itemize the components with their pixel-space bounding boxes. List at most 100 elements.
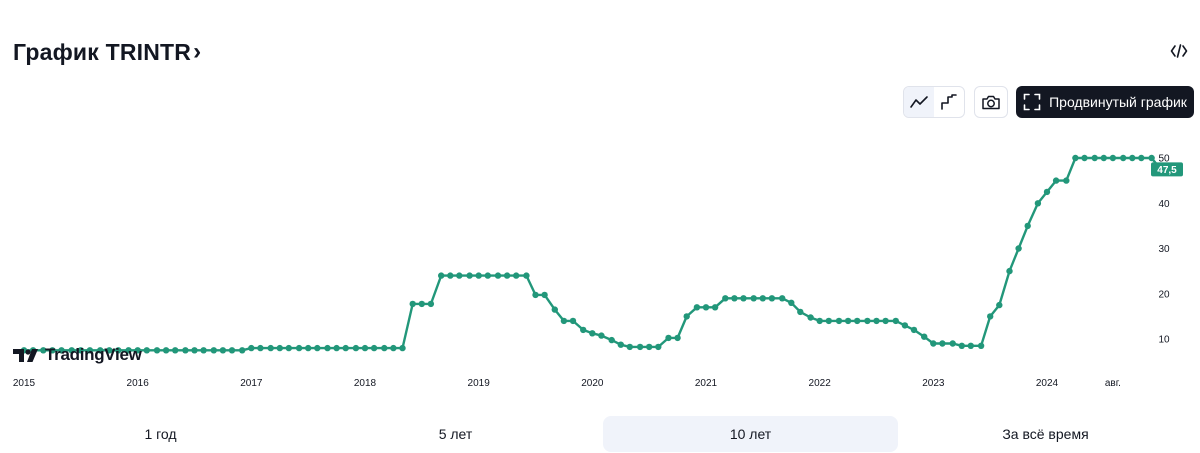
data-point[interactable] [447,272,454,279]
data-point[interactable] [598,332,605,339]
data-point[interactable] [844,317,852,325]
data-point[interactable] [191,347,198,354]
data-point[interactable] [342,344,349,352]
data-point[interactable] [1043,188,1051,196]
data-point[interactable] [1063,177,1070,184]
data-point[interactable] [835,317,843,325]
data-point[interactable] [949,340,956,347]
embed-code-button[interactable] [1166,38,1192,64]
data-point[interactable] [608,336,615,344]
data-point[interactable] [143,347,150,354]
data-point[interactable] [1109,154,1117,162]
data-point[interactable] [551,306,558,313]
data-point[interactable] [172,347,179,354]
page-title[interactable]: График TRINTR › [13,38,201,66]
data-point[interactable] [399,344,406,352]
data-point[interactable] [930,340,937,347]
data-point[interactable] [427,300,435,308]
range-all-time[interactable]: За всё время [898,416,1193,452]
line-style-button[interactable] [904,87,934,117]
data-point[interactable] [1034,200,1042,207]
data-point[interactable] [503,272,511,279]
data-point[interactable] [740,295,747,302]
data-point[interactable] [305,344,312,352]
data-point[interactable] [418,300,425,308]
advanced-chart-button[interactable]: Продвинутый график [1016,86,1194,118]
data-point[interactable] [646,343,653,351]
data-point[interactable] [361,344,369,352]
data-point[interactable] [1100,154,1108,162]
data-point[interactable] [1072,154,1079,162]
data-point[interactable] [182,347,189,354]
data-point[interactable] [910,326,918,334]
data-point[interactable] [996,301,1003,309]
data-point[interactable] [636,343,644,351]
data-point[interactable] [276,344,283,352]
data-point[interactable] [484,272,491,279]
data-point[interactable] [731,295,738,302]
data-point[interactable] [456,272,463,279]
data-point[interactable] [86,347,94,354]
data-point[interactable] [125,347,132,354]
data-point[interactable] [569,317,577,325]
data-point[interactable] [1129,154,1136,162]
data-point[interactable] [626,343,633,351]
data-point[interactable] [219,347,227,354]
data-point[interactable] [977,342,985,349]
data-point[interactable] [97,347,104,354]
data-point[interactable] [683,313,690,320]
data-point[interactable] [722,295,729,302]
data-point[interactable] [314,344,321,352]
data-point[interactable] [589,330,596,337]
data-point[interactable] [475,272,482,279]
data-point[interactable] [248,344,255,352]
data-point[interactable] [77,347,85,354]
data-point[interactable] [267,344,274,352]
data-point[interactable] [797,308,804,316]
data-point[interactable] [1091,154,1098,162]
data-point[interactable] [768,295,776,302]
data-point[interactable] [788,299,795,306]
data-point[interactable] [1024,222,1031,230]
data-point[interactable] [532,291,539,299]
data-point[interactable] [921,333,928,340]
step-style-button[interactable] [934,87,964,117]
data-point[interactable] [958,342,965,349]
data-point[interactable] [210,347,217,354]
data-point[interactable] [693,304,701,311]
data-point[interactable] [560,317,568,325]
data-point[interactable] [381,344,388,352]
data-point[interactable] [68,347,75,354]
data-point[interactable] [655,343,662,351]
data-point[interactable] [807,314,814,321]
data-point[interactable] [438,272,445,279]
data-point[interactable] [864,317,871,325]
range-5-years[interactable]: 5 лет [308,416,603,452]
data-point[interactable] [200,347,207,354]
data-point[interactable] [873,317,880,325]
data-point[interactable] [665,334,672,342]
data-point[interactable] [825,317,832,325]
data-point[interactable] [1015,245,1022,252]
data-point[interactable] [711,304,719,311]
data-point[interactable] [939,340,946,347]
data-point[interactable] [674,334,681,342]
data-point[interactable] [750,295,757,302]
data-point[interactable] [523,272,530,279]
data-point[interactable] [409,300,416,308]
data-point[interactable] [115,347,122,354]
data-point[interactable] [892,317,899,325]
data-point[interactable] [1138,154,1145,162]
data-point[interactable] [257,344,264,352]
data-point[interactable] [58,347,65,354]
data-point[interactable] [324,344,331,352]
data-point[interactable] [239,347,246,354]
data-point[interactable] [854,317,861,325]
data-point[interactable] [162,347,170,354]
data-point[interactable] [617,341,624,348]
data-point[interactable] [333,344,340,352]
data-point[interactable] [967,342,974,349]
data-point[interactable] [1120,154,1127,162]
data-point[interactable] [759,295,766,302]
